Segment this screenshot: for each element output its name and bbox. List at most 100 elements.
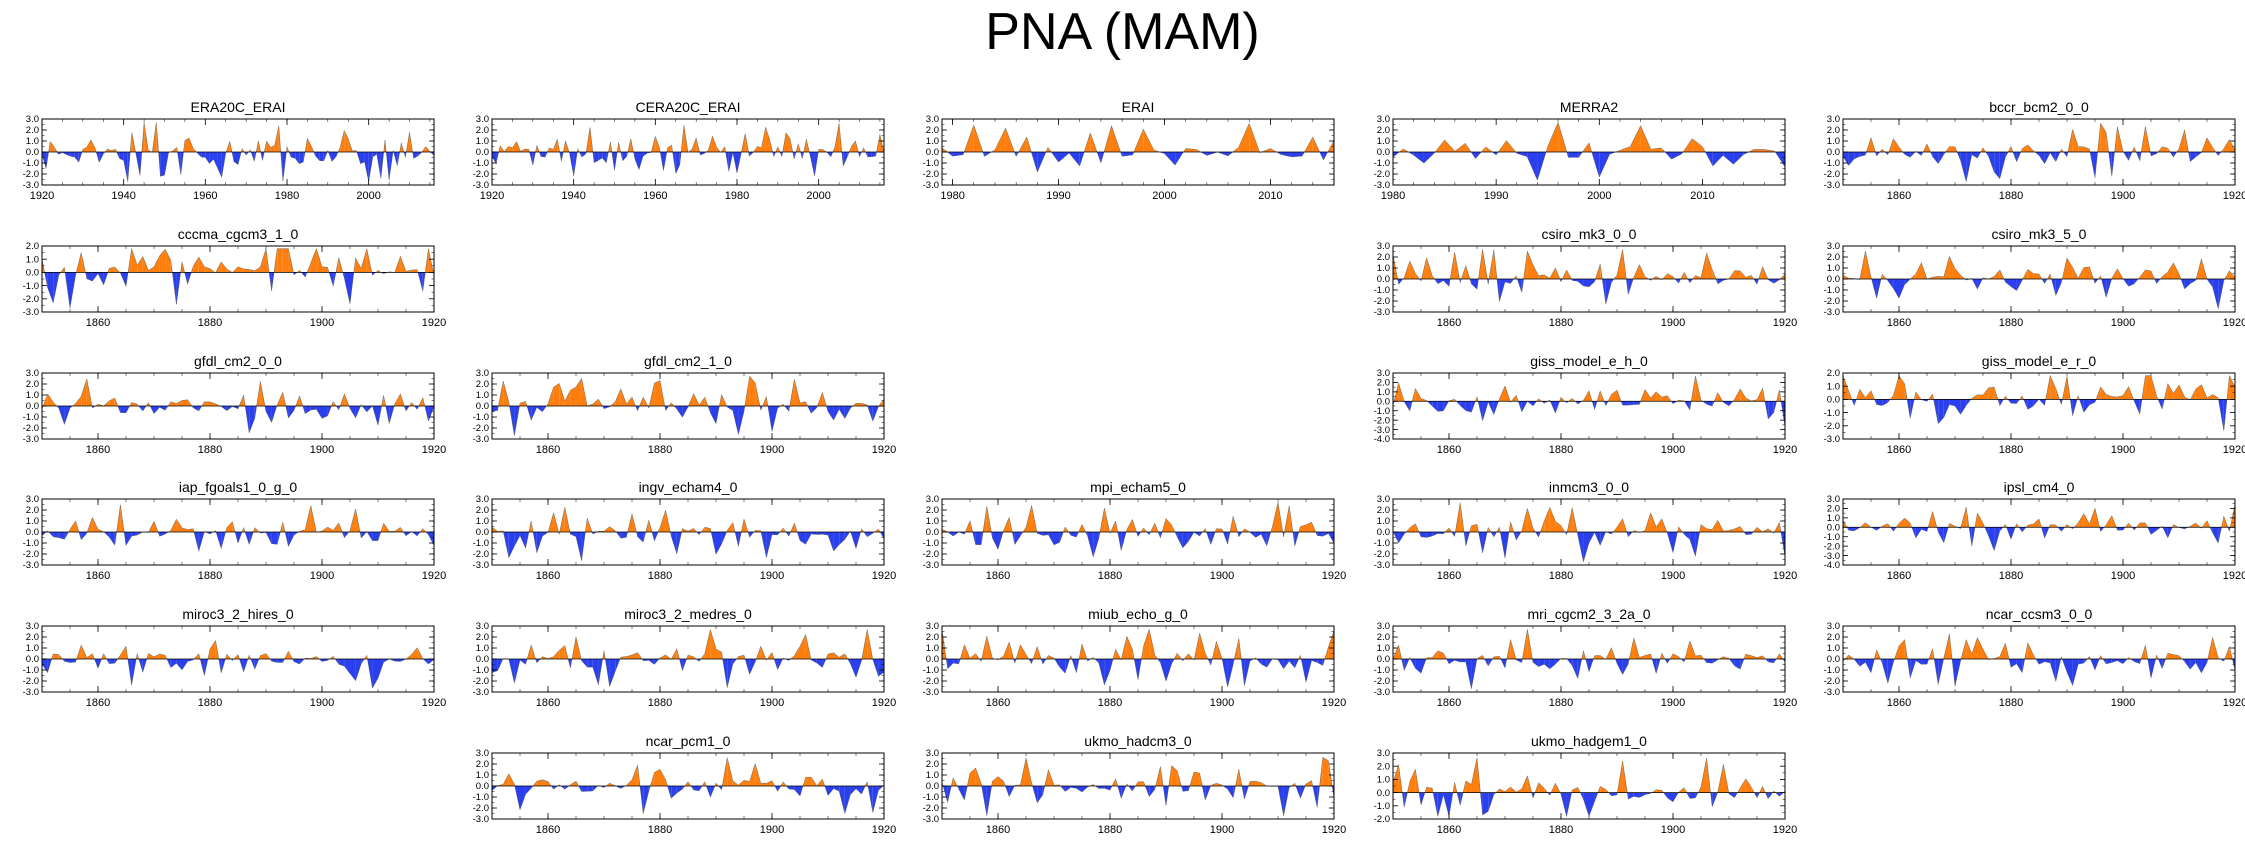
negative-segment bbox=[1733, 152, 1744, 165]
x-tick-label: 1900 bbox=[2111, 190, 2135, 202]
positive-segment bbox=[1915, 262, 1922, 279]
positive-segment bbox=[512, 141, 517, 152]
negative-segment bbox=[322, 406, 328, 419]
positive-segment bbox=[609, 526, 616, 532]
positive-segment bbox=[182, 399, 188, 406]
series-line bbox=[1842, 504, 2236, 552]
negative-segment bbox=[592, 659, 599, 685]
negative-segment bbox=[299, 152, 304, 164]
negative-segment bbox=[867, 152, 872, 157]
negative-segment bbox=[368, 152, 373, 182]
positive-segment bbox=[998, 776, 1004, 786]
positive-area bbox=[48, 122, 431, 152]
negative-segment bbox=[1311, 659, 1318, 663]
x-tick-label: 1920 bbox=[30, 190, 54, 202]
positive-segment bbox=[2229, 270, 2235, 279]
negative-segment bbox=[1899, 279, 1905, 299]
negative-area bbox=[42, 152, 434, 182]
y-tick-label: 1.0 bbox=[476, 770, 489, 781]
negative-segment bbox=[1227, 659, 1234, 687]
x-tick-label: 1860 bbox=[536, 570, 560, 582]
positive-segment bbox=[2223, 139, 2230, 152]
x-tick-label: 1880 bbox=[198, 317, 222, 329]
negative-segment bbox=[727, 406, 733, 411]
positive-segment bbox=[615, 388, 621, 406]
series-line bbox=[41, 378, 435, 434]
negative-segment bbox=[1938, 399, 1944, 424]
positive-segment bbox=[667, 145, 672, 152]
negative-segment bbox=[1182, 786, 1189, 792]
positive-segment bbox=[2207, 394, 2213, 400]
panel-title: MERRA2 bbox=[1560, 99, 1619, 115]
negative-segment bbox=[816, 532, 823, 535]
negative-segment bbox=[1768, 401, 1774, 420]
positive-segment bbox=[1600, 786, 1606, 793]
positive-segment bbox=[2072, 129, 2079, 152]
negative-area bbox=[1402, 792, 1784, 817]
positive-segment bbox=[2106, 394, 2112, 400]
positive-segment bbox=[1745, 275, 1752, 279]
y-tick-label: 3.0 bbox=[1377, 114, 1390, 125]
negative-segment bbox=[1070, 532, 1077, 538]
negative-segment bbox=[622, 152, 627, 161]
negative-segment bbox=[126, 532, 132, 546]
negative-segment bbox=[1639, 792, 1645, 798]
y-tick-label: 0.0 bbox=[476, 147, 489, 158]
x-tick-label: 1920 bbox=[1773, 317, 1797, 329]
negative-segment bbox=[1471, 279, 1477, 290]
y-tick-label: 3.0 bbox=[1377, 748, 1390, 759]
y-tick-label: 3.0 bbox=[26, 368, 39, 379]
negative-segment bbox=[2039, 152, 2045, 164]
positive-segment bbox=[81, 378, 87, 406]
positive-segment bbox=[1754, 149, 1765, 152]
negative-segment bbox=[811, 659, 817, 664]
y-tick-label: 2.0 bbox=[476, 125, 489, 136]
y-tick-label: 3.0 bbox=[476, 621, 489, 632]
positive-area bbox=[492, 507, 881, 532]
positive-segment bbox=[86, 653, 93, 659]
negative-segment bbox=[1617, 659, 1623, 675]
x-tick-label: 1920 bbox=[1322, 570, 1346, 582]
y-tick-label: -1.0 bbox=[473, 538, 489, 549]
y-tick-label: -1.0 bbox=[1824, 158, 1840, 169]
positive-segment bbox=[260, 248, 266, 273]
negative-segment bbox=[1460, 401, 1466, 411]
negative-segment bbox=[331, 152, 336, 162]
negative-segment bbox=[1960, 152, 1967, 182]
positive-segment bbox=[800, 634, 806, 659]
x-tick-label: 1920 bbox=[422, 444, 446, 456]
negative-segment bbox=[581, 786, 588, 792]
x-tick-label: 1920 bbox=[2223, 570, 2245, 582]
positive-segment bbox=[1695, 655, 1701, 659]
series-line bbox=[491, 628, 885, 688]
x-tick-label: 1920 bbox=[1322, 697, 1346, 709]
y-tick-label: 2.0 bbox=[1377, 125, 1390, 136]
series-line bbox=[1842, 633, 2236, 687]
negative-segment bbox=[581, 152, 586, 158]
negative-segment bbox=[291, 152, 296, 159]
negative-segment bbox=[639, 152, 644, 170]
y-tick-label: 1.0 bbox=[1377, 387, 1390, 398]
x-tick-label: 1900 bbox=[2111, 697, 2135, 709]
negative-segment bbox=[581, 659, 588, 668]
positive-segment bbox=[2123, 386, 2129, 400]
negative-segment bbox=[1082, 786, 1088, 792]
positive-segment bbox=[749, 376, 756, 406]
positive-segment bbox=[184, 138, 189, 152]
y-tick-label: 3.0 bbox=[476, 494, 489, 505]
y-tick-label: -3.0 bbox=[23, 560, 39, 571]
positive-segment bbox=[361, 248, 367, 273]
y-tick-label: 0.0 bbox=[926, 654, 939, 665]
positive-segment bbox=[553, 383, 560, 406]
y-tick-label: 0.0 bbox=[26, 401, 39, 412]
positive-segment bbox=[1409, 769, 1416, 793]
negative-segment bbox=[727, 659, 733, 688]
y-tick-label: -2.0 bbox=[1824, 169, 1840, 180]
panel-ipsl_cm4_0: ipsl_cm4_0 3.02.01.00.0-1.0-2.0-3.0-4.0 18… bbox=[1824, 479, 2245, 582]
positive-segment bbox=[1706, 253, 1713, 279]
positive-segment bbox=[2050, 375, 2056, 400]
y-tick-label: 0.0 bbox=[476, 654, 489, 665]
panel-mri_cgcm2_3_2a_0: mri_cgcm2_3_2a_0 3.02.01.00.0-1.0-2.0-3.0… bbox=[1374, 606, 1798, 709]
y-tick-label: 3.0 bbox=[926, 494, 939, 505]
positive-segment bbox=[92, 517, 98, 532]
